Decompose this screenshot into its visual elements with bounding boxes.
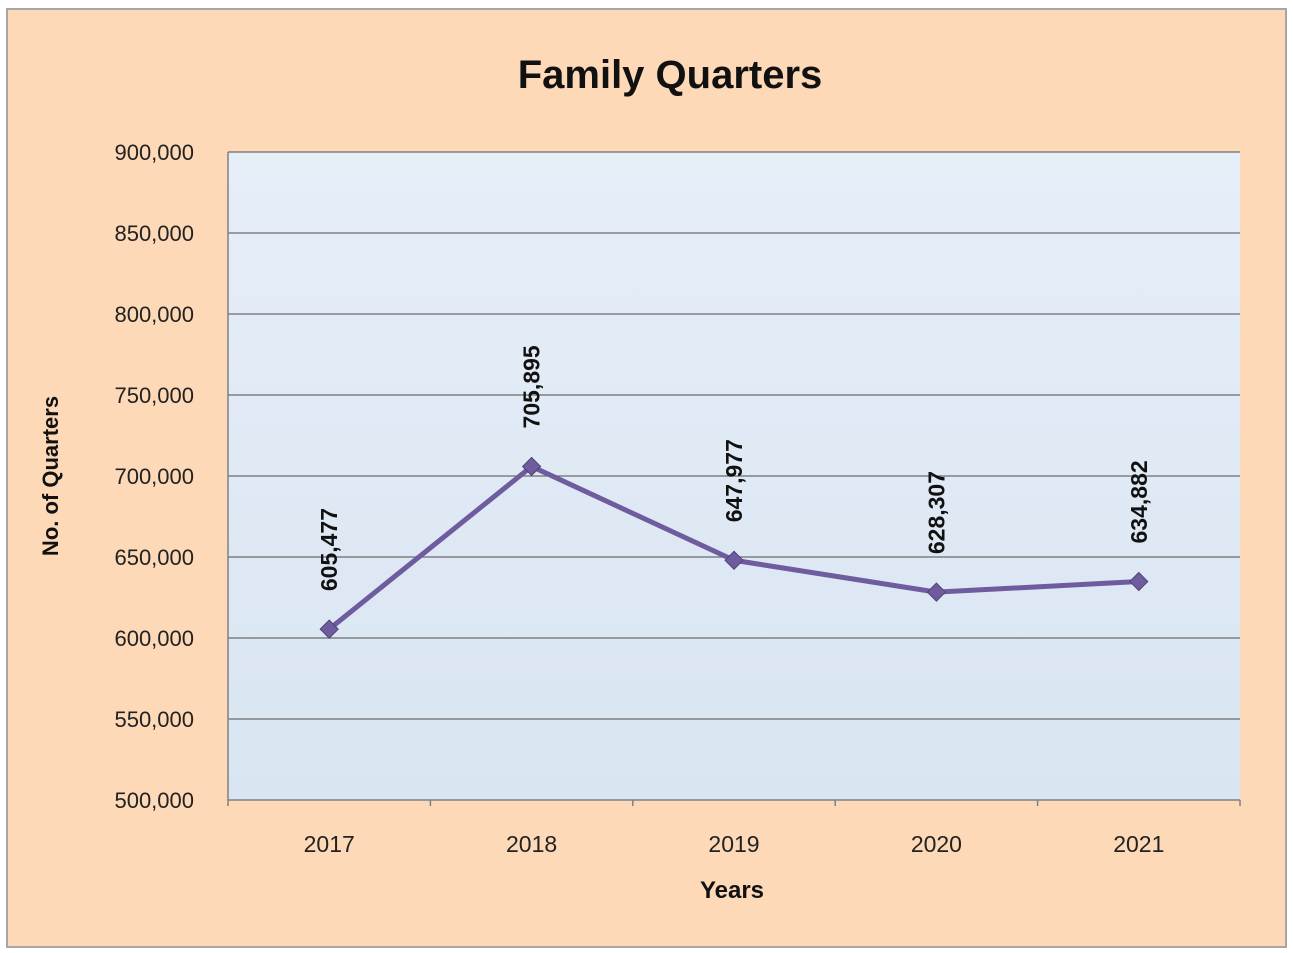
chart-title: Family Quarters bbox=[518, 53, 823, 97]
y-tick-label: 550,000 bbox=[114, 707, 194, 732]
y-tick-label: 750,000 bbox=[114, 383, 194, 408]
y-tick-label: 600,000 bbox=[114, 626, 194, 651]
y-tick-label: 650,000 bbox=[114, 545, 194, 570]
y-tick-label: 850,000 bbox=[114, 221, 194, 246]
x-tick-label: 2020 bbox=[911, 831, 962, 857]
data-point bbox=[724, 550, 744, 570]
x-tick-label: 2019 bbox=[708, 831, 759, 857]
data-label: 628,307 bbox=[923, 471, 949, 554]
x-tick-label: 2017 bbox=[304, 831, 355, 857]
x-tick-label: 2018 bbox=[506, 831, 557, 857]
data-labels: 605,477 705,895 647,977 628,307 634,882 bbox=[316, 345, 1152, 591]
data-point bbox=[926, 582, 947, 602]
data-point bbox=[1129, 571, 1149, 592]
y-axis-title: No. of Quarters bbox=[38, 396, 63, 556]
data-label: 605,477 bbox=[316, 508, 342, 591]
data-label: 647,977 bbox=[721, 439, 747, 522]
data-label: 705,895 bbox=[519, 345, 545, 428]
data-point bbox=[521, 456, 542, 477]
x-axis-title: Years bbox=[700, 877, 764, 904]
y-tick-label: 700,000 bbox=[114, 464, 194, 489]
x-tick-label: 2021 bbox=[1113, 831, 1164, 857]
data-label: 634,882 bbox=[1126, 460, 1152, 543]
axes: 500,000 550,000 600,000 650,000 700,000 750,0… bbox=[114, 140, 1241, 857]
series bbox=[319, 456, 1149, 639]
y-tick-label: 500,000 bbox=[114, 788, 194, 813]
data-point bbox=[319, 619, 339, 639]
y-tick-label: 800,000 bbox=[114, 302, 194, 327]
y-tick-label: 900,000 bbox=[114, 140, 194, 165]
